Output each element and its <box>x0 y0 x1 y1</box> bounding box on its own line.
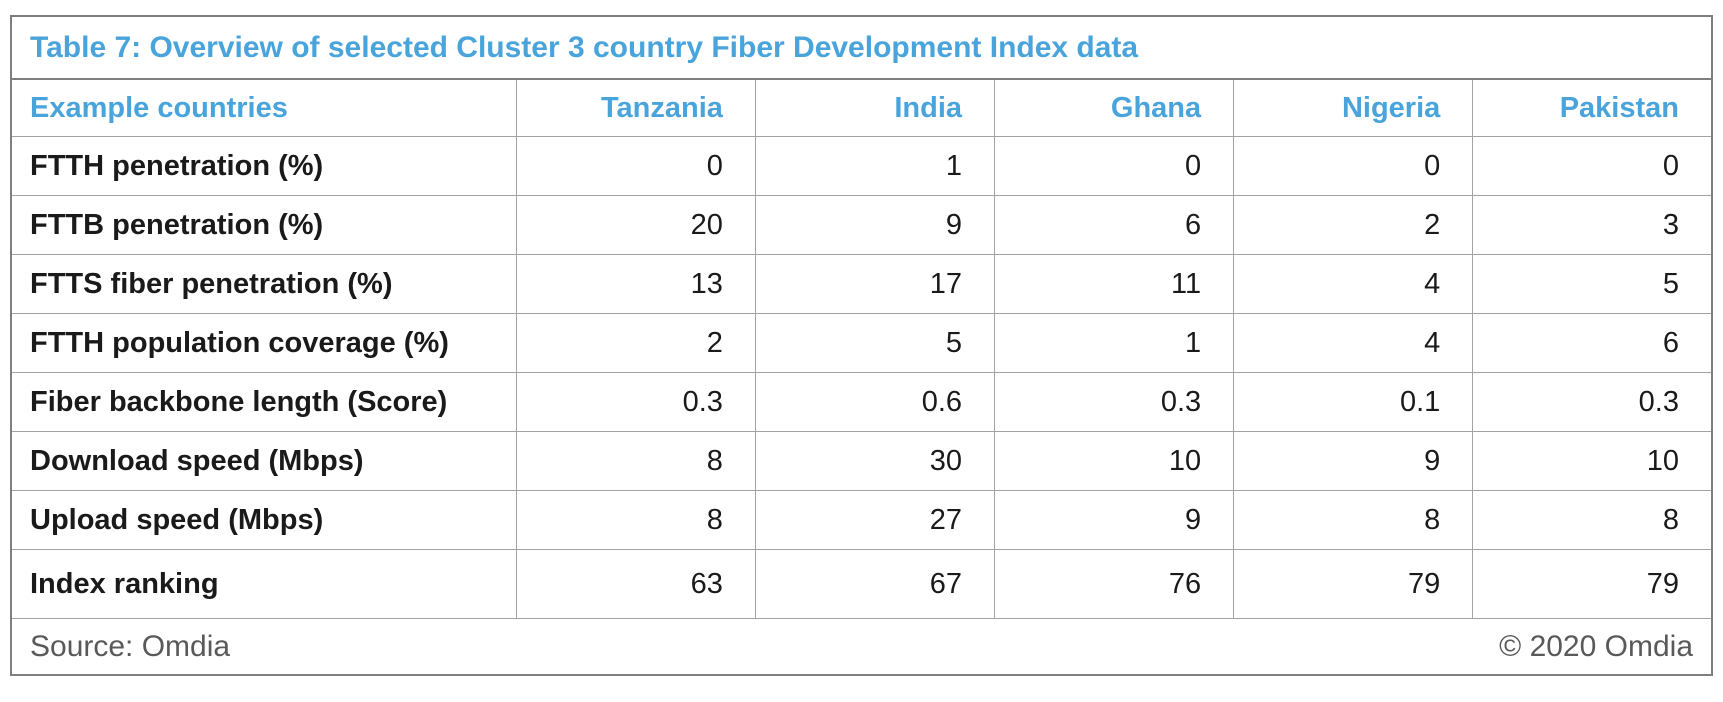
column-header-example-countries: Example countries <box>10 78 517 137</box>
cell-value: 0.6 <box>754 372 996 432</box>
cell-value: 8 <box>515 431 756 491</box>
cell-value: 30 <box>754 431 996 491</box>
table-title-row: Table 7: Overview of selected Cluster 3 … <box>11 16 1712 80</box>
row-label: Upload speed (Mbps) <box>10 490 517 550</box>
cell-value: 5 <box>1472 254 1713 314</box>
cell-value: 8 <box>1472 490 1713 550</box>
column-header-india: India <box>754 78 996 137</box>
table-footer-row: Source: Omdia © 2020 Omdia <box>11 618 1712 675</box>
table-row-ftth-population-coverage: FTTH population coverage (%) 2 5 1 4 6 <box>10 313 1713 373</box>
source-note: Source: Omdia <box>30 629 231 663</box>
cell-value: 67 <box>754 549 996 619</box>
cell-value: 2 <box>1233 195 1474 255</box>
cell-value: 13 <box>515 254 756 314</box>
cell-value: 0.1 <box>1233 372 1474 432</box>
table-row-fiber-backbone-length: Fiber backbone length (Score) 0.3 0.6 0.… <box>10 372 1713 432</box>
cell-value: 63 <box>515 549 756 619</box>
cell-value: 9 <box>994 490 1235 550</box>
row-label: FTTH penetration (%) <box>10 136 517 196</box>
cell-value: 0.3 <box>1472 372 1713 432</box>
table-footer-cell: Source: Omdia © 2020 Omdia <box>11 618 1712 675</box>
cell-value: 20 <box>515 195 756 255</box>
table-row-fttb-penetration: FTTB penetration (%) 20 9 6 2 3 <box>10 195 1713 255</box>
cell-value: 0.3 <box>994 372 1235 432</box>
cell-value: 79 <box>1233 549 1474 619</box>
cell-value: 27 <box>754 490 996 550</box>
table-title: Table 7: Overview of selected Cluster 3 … <box>11 16 1712 80</box>
cell-value: 2 <box>515 313 756 373</box>
table-row-ftts-fiber-penetration: FTTS fiber penetration (%) 13 17 11 4 5 <box>10 254 1713 314</box>
cell-value: 8 <box>1233 490 1474 550</box>
copyright-note: © 2020 Omdia <box>1499 629 1693 663</box>
cell-value: 0.3 <box>515 372 756 432</box>
cell-value: 6 <box>1472 313 1713 373</box>
cell-value: 4 <box>1233 254 1474 314</box>
row-label: Fiber backbone length (Score) <box>10 372 517 432</box>
cell-value: 79 <box>1472 549 1713 619</box>
cell-value: 10 <box>1472 431 1713 491</box>
cell-value: 1 <box>994 313 1235 373</box>
cell-value: 1 <box>754 136 996 196</box>
column-header-nigeria: Nigeria <box>1233 78 1474 137</box>
table-row-upload-speed: Upload speed (Mbps) 8 27 9 8 8 <box>10 490 1713 550</box>
row-label: FTTS fiber penetration (%) <box>10 254 517 314</box>
cell-value: 8 <box>515 490 756 550</box>
cell-value: 0 <box>1233 136 1474 196</box>
cell-value: 17 <box>754 254 996 314</box>
cell-value: 10 <box>994 431 1235 491</box>
fiber-development-index-table: Table 7: Overview of selected Cluster 3 … <box>10 15 1713 676</box>
cell-value: 4 <box>1233 313 1474 373</box>
column-header-ghana: Ghana <box>994 78 1235 137</box>
cell-value: 0 <box>994 136 1235 196</box>
cell-value: 3 <box>1472 195 1713 255</box>
cell-value: 0 <box>1472 136 1713 196</box>
cell-value: 5 <box>754 313 996 373</box>
cell-value: 76 <box>994 549 1235 619</box>
row-label: FTTB penetration (%) <box>10 195 517 255</box>
table-header-row: Example countries Tanzania India Ghana N… <box>10 78 1713 137</box>
table-row-ftth-penetration: FTTH penetration (%) 0 1 0 0 0 <box>10 136 1713 196</box>
row-label: Index ranking <box>10 549 517 619</box>
column-header-pakistan: Pakistan <box>1472 78 1713 137</box>
cell-value: 9 <box>1233 431 1474 491</box>
cell-value: 11 <box>994 254 1235 314</box>
table-row-download-speed: Download speed (Mbps) 8 30 10 9 10 <box>10 431 1713 491</box>
table-row-index-ranking: Index ranking 63 67 76 79 79 <box>10 549 1713 619</box>
cell-value: 6 <box>994 195 1235 255</box>
cell-value: 9 <box>754 195 996 255</box>
cell-value: 0 <box>515 136 756 196</box>
row-label: Download speed (Mbps) <box>10 431 517 491</box>
row-label: FTTH population coverage (%) <box>10 313 517 373</box>
column-header-tanzania: Tanzania <box>515 78 756 137</box>
